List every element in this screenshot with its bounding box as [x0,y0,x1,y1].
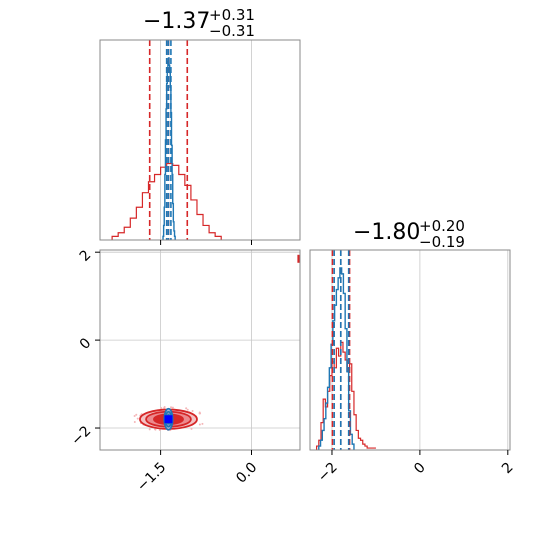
plot-marks [111,40,376,450]
scatter-point [154,428,157,431]
scatter-point [170,406,173,409]
tick-label-param-2-y: 2 [77,247,95,265]
panel-frame-bottom-left [99,249,301,451]
axis-ticks: −1.5 0.0 −2 −2 0 0 2 2 [68,240,517,495]
tick-label-param-2-x: 2 [499,460,517,478]
hist-red-param-1 [111,162,222,240]
scatter-point [186,408,189,411]
title-param-1-minus: −0.31 [209,22,255,40]
scatter-point [133,420,136,423]
scatter-point [190,427,193,430]
tick-label-param-2-x: −2 [315,460,341,486]
panel-frame-top-left [99,39,301,241]
scatter-point [133,414,136,417]
title-param-2-minus: −0.19 [419,233,465,251]
scatter-point [135,413,138,416]
scatter-point [158,428,161,431]
outlier-point [297,254,301,263]
scatter-point [198,411,201,414]
scatter-point [191,410,194,413]
scatter-point [148,428,151,431]
scatter-point [201,422,204,425]
title-param-1: −1.37 +0.31 −0.31 [143,6,255,40]
tick-label-param-2-y: −2 [68,423,94,449]
scatter-point [185,407,188,410]
tick-label-param-1: 0.0 [233,460,260,487]
tick-label-param-2-y: 0 [77,335,95,353]
title-param-1-value: −1.37 [143,9,210,34]
tick-label-param-1: −1.5 [134,460,169,495]
tick-label-param-2-x: 0 [411,460,429,478]
title-param-2-value: −1.80 [353,220,420,245]
title-param-2-plus: +0.20 [419,217,465,235]
scatter-point [163,405,166,408]
peak-marker [164,415,173,424]
scatter-point [198,423,201,426]
scatter-point [160,406,163,409]
title-param-2: −1.80 +0.20 −0.19 [353,217,465,251]
title-param-1-plus: +0.31 [209,6,255,24]
scatter-point [136,417,139,420]
scatter-point [171,406,174,409]
panel-frame-bottom-right [309,249,511,451]
